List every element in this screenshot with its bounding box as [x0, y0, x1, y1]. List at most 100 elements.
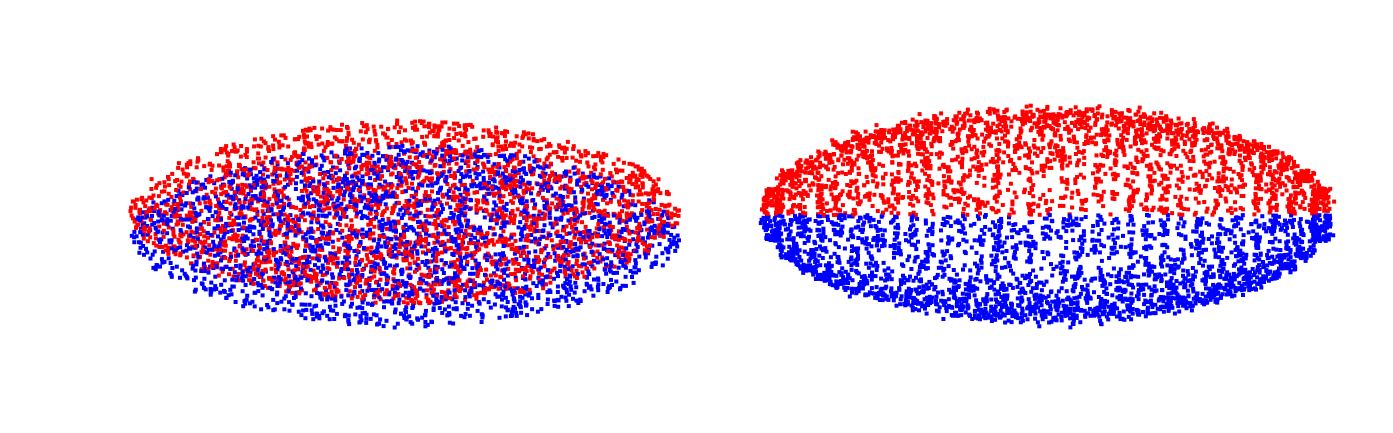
scatter-point — [511, 304, 516, 309]
scatter-point — [586, 164, 591, 169]
scatter-point — [227, 195, 231, 200]
scatter-point — [321, 176, 326, 181]
scatter-point — [496, 148, 501, 153]
scatter-point — [218, 227, 223, 232]
scatter-point — [242, 200, 247, 205]
scatter-point — [404, 181, 409, 186]
scatter-point — [435, 277, 440, 282]
scatter-point — [210, 189, 215, 194]
scatter-point — [609, 277, 613, 282]
scatter-point — [560, 235, 565, 240]
scatter-point — [424, 175, 429, 180]
scatter-point — [314, 312, 319, 317]
scatter-point — [232, 218, 236, 223]
scatter-point — [260, 215, 265, 220]
scatter-point — [349, 228, 354, 233]
scatter-point — [276, 139, 281, 144]
scatter-point — [234, 196, 239, 201]
scatter-point — [351, 198, 356, 203]
scatter-point — [543, 282, 547, 287]
scatter-point — [433, 163, 438, 168]
scatter-point — [435, 180, 440, 185]
scatter-point — [410, 186, 415, 191]
scatter-point — [349, 218, 354, 223]
scatter-point — [485, 251, 490, 256]
scatter-point — [235, 253, 240, 258]
scatter-point — [346, 204, 351, 209]
scatter-point — [444, 192, 449, 197]
scatter-point — [528, 264, 533, 268]
scatter-point — [595, 175, 600, 180]
scatter-point — [301, 212, 306, 217]
scatter-point — [504, 208, 509, 213]
scatter-point — [232, 246, 237, 251]
scatter-point — [454, 230, 459, 235]
scatter-point — [531, 132, 535, 137]
scatter-point — [372, 265, 377, 270]
scatter-point — [251, 183, 256, 188]
scatter-point — [142, 227, 147, 232]
scatter-point — [610, 225, 615, 229]
scatter-point — [355, 270, 360, 275]
scatter-point — [162, 199, 167, 204]
scatter-point — [558, 233, 563, 238]
scatter-point — [475, 263, 480, 268]
scatter-point — [305, 166, 310, 171]
scatter-point — [455, 207, 460, 212]
scatter-point — [433, 202, 438, 207]
scatter-point — [486, 128, 491, 133]
scatter-point — [325, 155, 330, 160]
scatter-point — [355, 175, 360, 180]
scatter-point — [394, 142, 399, 146]
scatter-point — [378, 252, 383, 257]
scatter-point — [372, 261, 377, 266]
scatter-point — [519, 232, 524, 237]
scatter-point — [279, 198, 284, 203]
scatter-point — [396, 293, 401, 298]
scatter-point — [364, 277, 369, 282]
scatter-point — [315, 244, 320, 249]
scatter-point — [320, 278, 325, 283]
scatter-point — [452, 249, 457, 253]
scatter-point — [451, 174, 456, 179]
scatter-point — [193, 244, 198, 249]
scatter-point — [313, 249, 318, 254]
scatter-point — [518, 254, 523, 258]
scatter-point — [274, 197, 279, 202]
scatter-point — [602, 241, 607, 246]
scatter-point — [400, 279, 405, 284]
scatter-point — [250, 299, 255, 304]
scatter-point — [302, 183, 307, 188]
scatter-point — [267, 251, 272, 255]
scatter-point — [611, 179, 616, 184]
scatter-point — [399, 140, 404, 145]
scatter-point — [555, 290, 560, 294]
scatter-point — [415, 316, 420, 321]
scatter-point — [439, 185, 443, 190]
scatter-point — [510, 288, 514, 293]
scatter-point — [485, 258, 490, 263]
scatter-point — [420, 224, 424, 229]
scatter-point — [372, 160, 377, 165]
scatter-point — [259, 238, 264, 243]
scatter-point — [140, 195, 145, 200]
scatter-point — [163, 201, 168, 206]
scatter-point — [371, 253, 376, 258]
scatter-point — [386, 141, 391, 146]
scatter-point — [459, 313, 464, 318]
scatter-point — [404, 254, 408, 259]
scatter-point — [340, 260, 345, 265]
scatter-point — [417, 211, 422, 216]
scatter-point — [223, 146, 228, 151]
scatter-point — [644, 209, 649, 214]
scatter-point — [321, 155, 326, 160]
scatter-point — [497, 193, 502, 198]
scatter-point — [165, 231, 170, 236]
scatter-point — [208, 252, 213, 257]
scatter-point — [524, 244, 529, 249]
scatter-point — [531, 213, 536, 218]
scatter-point — [425, 214, 430, 219]
scatter-point — [437, 306, 442, 310]
scatter-point — [334, 128, 339, 132]
scatter-point — [452, 288, 457, 293]
